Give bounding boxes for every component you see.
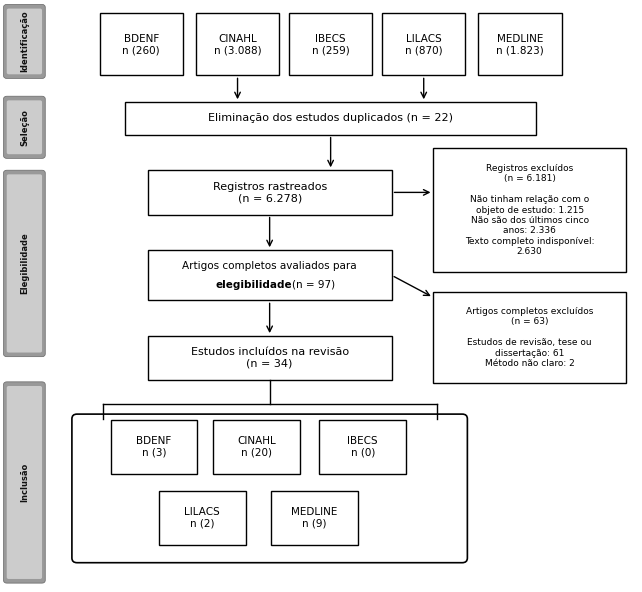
Text: Artigos completos excluídos
(n = 63)

Estudos de revisão, tese ou
dissertação: 6: Artigos completos excluídos (n = 63) Est… (466, 307, 593, 368)
Text: LILACS
n (2): LILACS n (2) (184, 507, 220, 529)
Text: MEDLINE
n (9): MEDLINE n (9) (291, 507, 338, 529)
FancyBboxPatch shape (6, 386, 42, 579)
FancyBboxPatch shape (6, 174, 42, 352)
FancyBboxPatch shape (148, 336, 392, 380)
FancyBboxPatch shape (148, 170, 392, 214)
Text: IBECS
n (0): IBECS n (0) (347, 436, 378, 458)
Text: Seleção: Seleção (20, 109, 29, 146)
FancyBboxPatch shape (6, 8, 42, 74)
FancyBboxPatch shape (478, 13, 562, 75)
Text: Identificação: Identificação (20, 11, 29, 72)
FancyBboxPatch shape (72, 414, 467, 562)
Text: BDENF
n (260): BDENF n (260) (123, 34, 160, 55)
FancyBboxPatch shape (382, 13, 465, 75)
Text: Inclusão: Inclusão (20, 463, 29, 502)
Text: CINAHL
n (3.088): CINAHL n (3.088) (214, 34, 261, 55)
Text: LILACS
n (870): LILACS n (870) (405, 34, 442, 55)
Text: Estudos incluídos na revisão
(n = 34): Estudos incluídos na revisão (n = 34) (191, 348, 349, 369)
FancyBboxPatch shape (3, 170, 45, 356)
FancyBboxPatch shape (3, 4, 45, 78)
Text: Eliminação dos estudos duplicados (n = 22): Eliminação dos estudos duplicados (n = 2… (208, 114, 453, 123)
FancyBboxPatch shape (196, 13, 279, 75)
FancyBboxPatch shape (433, 291, 626, 384)
Text: BDENF
n (3): BDENF n (3) (137, 436, 171, 458)
Text: Registros rastreados
(n = 6.278): Registros rastreados (n = 6.278) (213, 182, 327, 203)
FancyBboxPatch shape (271, 491, 358, 545)
Text: elegibilidade: elegibilidade (215, 280, 292, 289)
FancyBboxPatch shape (319, 420, 406, 474)
Text: CINAHL
n (20): CINAHL n (20) (238, 436, 276, 458)
Text: Artigos completos avaliados para: Artigos completos avaliados para (182, 261, 357, 271)
FancyBboxPatch shape (110, 420, 198, 474)
FancyBboxPatch shape (6, 100, 42, 154)
Text: (n = 97): (n = 97) (291, 280, 335, 289)
FancyBboxPatch shape (289, 13, 372, 75)
Text: Elegibilidade: Elegibilidade (20, 233, 29, 294)
FancyBboxPatch shape (3, 96, 45, 158)
FancyBboxPatch shape (213, 420, 300, 474)
FancyBboxPatch shape (125, 102, 536, 134)
Text: MEDLINE
n (1.823): MEDLINE n (1.823) (496, 34, 544, 55)
FancyBboxPatch shape (159, 491, 245, 545)
FancyBboxPatch shape (100, 13, 183, 75)
Text: Registros excluídos
(n = 6.181)

Não tinham relação com o
objeto de estudo: 1.21: Registros excluídos (n = 6.181) Não tinh… (465, 164, 594, 256)
FancyBboxPatch shape (433, 148, 626, 272)
FancyBboxPatch shape (3, 382, 45, 583)
Text: IBECS
n (259): IBECS n (259) (312, 34, 349, 55)
FancyBboxPatch shape (148, 250, 392, 300)
